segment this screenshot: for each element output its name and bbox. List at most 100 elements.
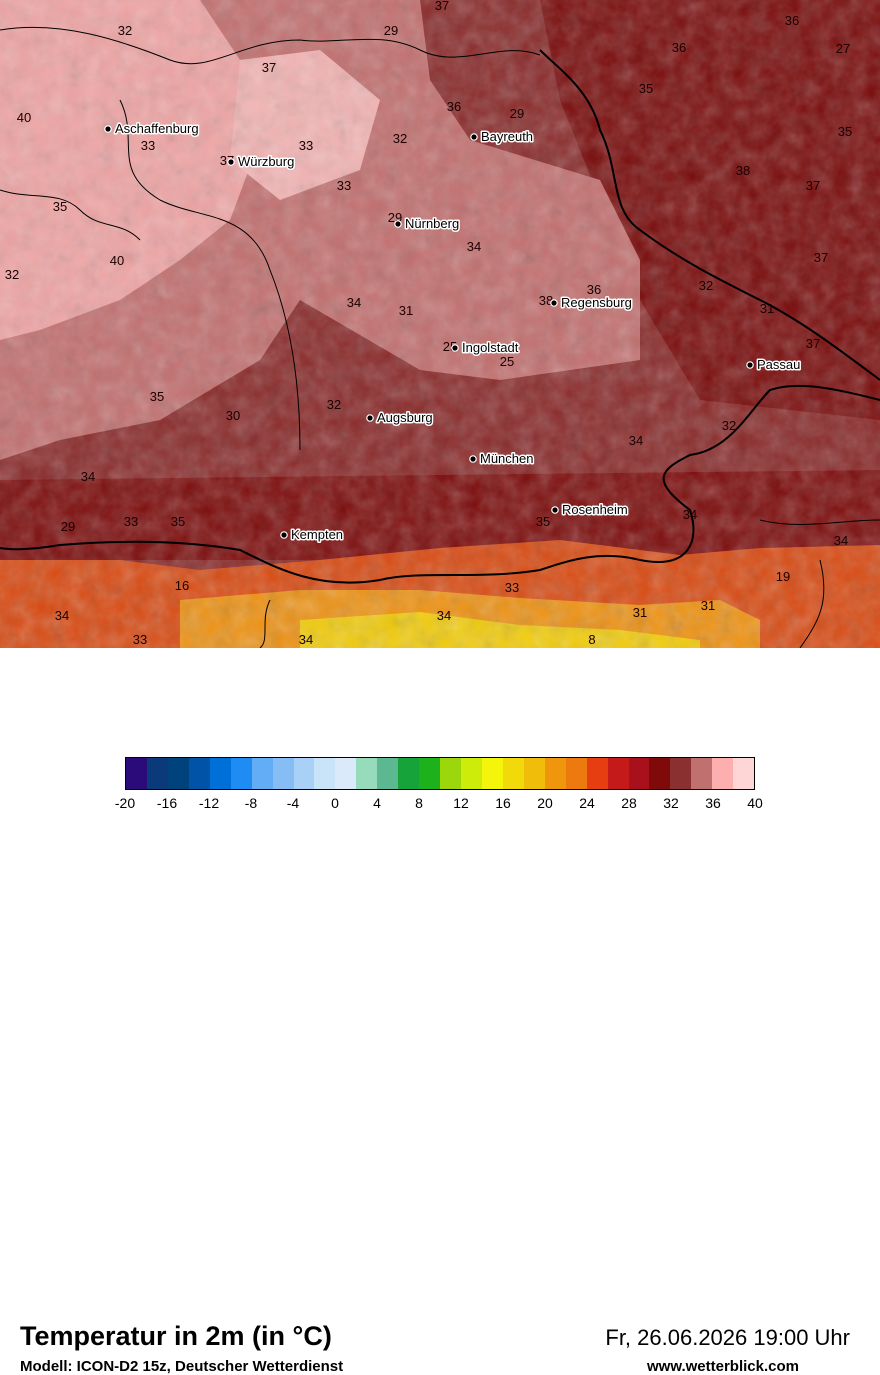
temperature-label: 34 xyxy=(347,295,361,310)
temperature-label: 38 xyxy=(736,163,750,178)
legend-tick-label: 4 xyxy=(373,795,381,811)
temperature-label: 25 xyxy=(500,354,514,369)
border-lines-alps xyxy=(259,519,880,648)
legend-swatch xyxy=(293,758,315,789)
legend-swatch xyxy=(356,758,378,789)
legend-swatch xyxy=(691,758,713,789)
legend-tick-label: 28 xyxy=(621,795,637,811)
city-label: Bayreuth xyxy=(481,129,533,144)
temperature-label: 33 xyxy=(141,138,155,153)
city-label: Nürnberg xyxy=(405,216,459,231)
temperature-label: 37 xyxy=(435,0,449,13)
border-lines xyxy=(0,26,880,648)
legend-tick-label: 12 xyxy=(453,795,469,811)
legend-tick-label: 32 xyxy=(663,795,679,811)
temp-field-noise xyxy=(0,0,880,648)
legend-swatch xyxy=(628,758,650,789)
city-marker xyxy=(394,220,402,228)
website-url: www.wetterblick.com xyxy=(647,1358,799,1375)
legend-swatch xyxy=(649,758,671,789)
temperature-label: 35 xyxy=(150,389,164,404)
city-marker xyxy=(550,299,558,307)
temperature-label: 29 xyxy=(61,519,75,534)
city-label: Augsburg xyxy=(377,410,433,425)
temperature-label: 38 xyxy=(539,293,553,308)
model-source: Modell: ICON-D2 15z, Deutscher Wetterdie… xyxy=(20,1358,344,1375)
temperature-label: 34 xyxy=(299,632,313,647)
temperature-label: 32 xyxy=(722,418,736,433)
temperature-label: 37 xyxy=(806,178,820,193)
temperature-label: 34 xyxy=(55,608,69,623)
city-marker xyxy=(746,361,754,369)
legend-tick-label: -4 xyxy=(286,795,300,811)
legend-ticks: -20 -16 -12 -8 -4 0 4 8 12 16 20 24 28 32 36 40 xyxy=(115,795,763,815)
legend-swatch xyxy=(440,758,461,789)
temperature-label: 37 xyxy=(814,250,828,265)
legend-swatch xyxy=(419,758,441,789)
legend-swatch xyxy=(733,758,755,789)
legend-swatch xyxy=(398,758,420,789)
city-label: Regensburg xyxy=(561,295,632,310)
temperature-label: 35 xyxy=(838,124,852,139)
legend-swatch xyxy=(586,758,608,789)
legend-swatch xyxy=(209,758,231,789)
temperature-label: 37 xyxy=(806,336,820,351)
legend-tick-label: 16 xyxy=(495,795,511,811)
temperature-label: 31 xyxy=(633,605,647,620)
temperature-label: 33 xyxy=(133,632,147,647)
temperature-label: 40 xyxy=(17,110,31,125)
temperature-labels: 37 29 32 36 27 37 36 40 33 33 36 29 35 35 37 32 33 38 37 35… xyxy=(5,0,852,647)
city-label: Kempten xyxy=(291,527,343,542)
city-marker xyxy=(366,414,374,422)
temperature-label: 32 xyxy=(699,278,713,293)
legend-swatch xyxy=(607,758,629,789)
temperature-label: 32 xyxy=(327,397,341,412)
city-label: Aschaffenburg xyxy=(115,121,199,136)
temperature-label: 36 xyxy=(672,40,686,55)
temperature-label: 19 xyxy=(776,569,790,584)
legend-swatch xyxy=(335,758,357,789)
state-border-north xyxy=(0,26,541,65)
temperature-label: 34 xyxy=(467,239,481,254)
temperature-label: 35 xyxy=(53,199,67,214)
legend-swatch xyxy=(230,758,252,789)
legend-tick-label: -8 xyxy=(244,795,258,811)
city-label: München xyxy=(480,451,533,466)
temperature-label: 33 xyxy=(505,580,519,595)
temperature-label: 34 xyxy=(834,533,848,548)
map-title: Temperatur in 2m (in °C) xyxy=(20,1321,332,1351)
temperature-label: 36 xyxy=(785,13,799,28)
legend-swatch xyxy=(146,758,168,789)
legend-swatch xyxy=(523,758,545,789)
temperature-label: 33 xyxy=(124,514,138,529)
legend-swatch xyxy=(251,758,273,789)
temperature-label: 31 xyxy=(701,598,715,613)
temperature-label: 34 xyxy=(81,469,95,484)
temperature-label: 34 xyxy=(437,608,451,623)
temperature-label: 40 xyxy=(110,253,124,268)
legend-swatch xyxy=(544,758,566,789)
temperature-label: 31 xyxy=(760,301,774,316)
temperature-label: 34 xyxy=(683,507,697,522)
legend-swatch xyxy=(167,758,189,789)
city-label: Würzburg xyxy=(238,154,294,169)
legend-tick-label: -20 xyxy=(114,795,136,811)
temperature-label: 27 xyxy=(836,41,850,56)
temperature-label: 33 xyxy=(337,178,351,193)
temperature-label: 31 xyxy=(399,303,413,318)
city-marker xyxy=(280,531,288,539)
temperature-label: 33 xyxy=(299,138,313,153)
temperature-label: 29 xyxy=(384,23,398,38)
temperature-label: 35 xyxy=(536,514,550,529)
city-label: Rosenheim xyxy=(562,502,628,517)
temperature-label: 16 xyxy=(175,578,189,593)
legend-swatch xyxy=(565,758,587,789)
legend-swatch xyxy=(670,758,692,789)
legend-tick-label: -12 xyxy=(198,795,220,811)
legend-tick-label: 24 xyxy=(579,795,595,811)
temperature-label: 32 xyxy=(5,267,19,282)
city-marker xyxy=(227,158,235,166)
legend-swatch xyxy=(502,758,524,789)
forecast-datetime: Fr, 26.06.2026 19:00 Uhr xyxy=(605,1325,850,1350)
legend-tick-label: -16 xyxy=(156,795,178,811)
